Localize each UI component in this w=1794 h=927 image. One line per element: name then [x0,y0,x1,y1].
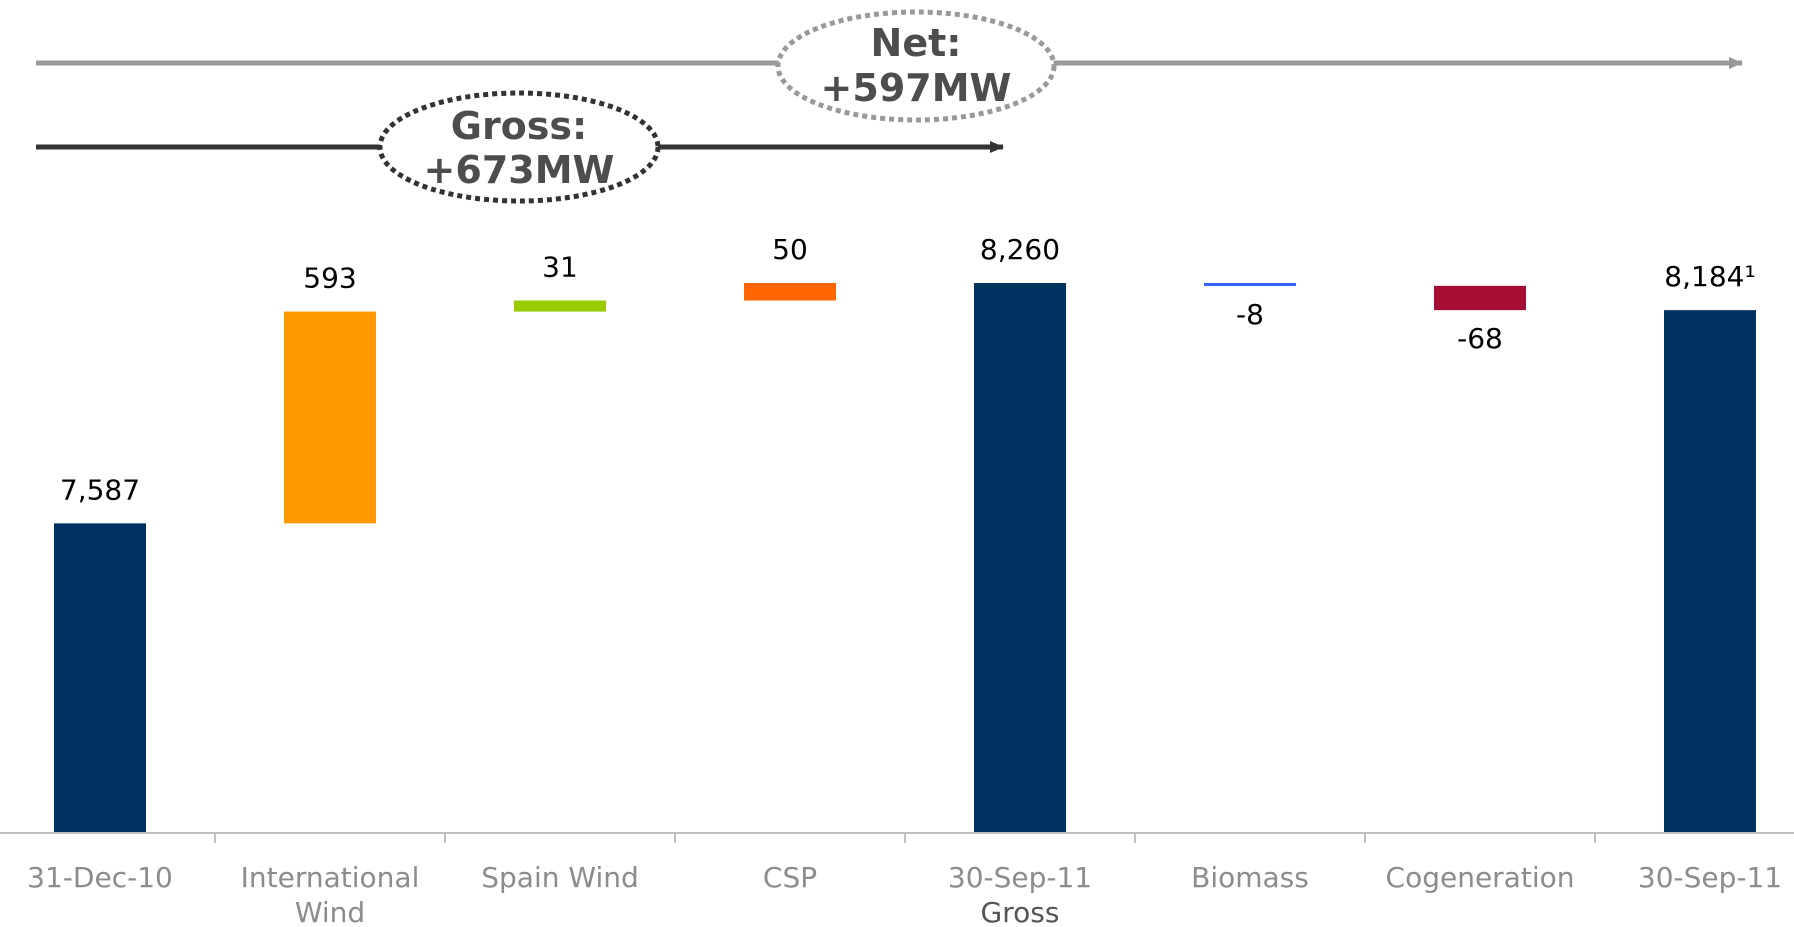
x-axis [0,832,1794,843]
gross-callout-line-2: +673MW [424,148,615,192]
category-label-7-0: 30-Sep-11 [1638,861,1782,894]
category-label-4-0: 30-Sep-11 [948,861,1092,894]
bar-3 [744,283,836,301]
net-callout-line-1: Net: [871,21,962,65]
bar-4 [974,283,1066,833]
value-label-6: -68 [1457,322,1503,355]
bar-5 [1204,283,1296,286]
category-label-1-1: Wind [295,896,365,927]
bar-7 [1664,310,1756,834]
bar-0 [54,523,146,833]
category-label-2-0: Spain Wind [481,861,639,894]
gross-callout-ellipse [377,90,661,204]
category-label-0-0: 31-Dec-10 [27,861,173,894]
value-label-7: 8,184¹ [1664,260,1755,293]
value-label-2: 31 [542,251,578,284]
value-label-4: 8,260 [980,233,1060,266]
net-callout-ellipse [775,9,1057,123]
category-label-5-0: Biomass [1191,861,1309,894]
category-label-1-0: International [241,861,420,894]
value-label-0: 7,587 [60,473,140,506]
net-callout-line-2: +597MW [821,66,1012,110]
category-label-4-1: Gross [981,896,1060,927]
value-label-3: 50 [772,233,808,266]
bars-group [54,283,1756,834]
category-label-3-0: CSP [763,861,817,894]
net-annotation: Net: +597MW [36,9,1743,123]
value-label-1: 593 [303,262,356,295]
value-label-5: -8 [1236,298,1264,331]
value-labels-group: 7,587 593 31 50 8,260 -8 -68 8,184¹ [60,233,1756,506]
bar-2 [514,300,606,312]
bar-6 [1434,285,1526,311]
gross-callout-line-1: Gross: [451,104,587,148]
bar-1 [284,311,376,524]
gross-annotation: Gross: +673MW [36,90,1004,204]
category-label-6-0: Cogeneration [1386,861,1575,894]
